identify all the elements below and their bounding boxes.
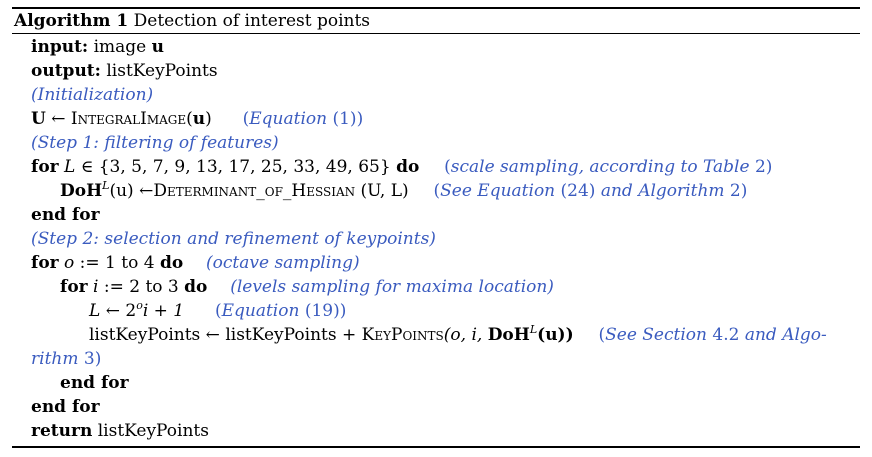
- func-integral-image: IntegralImage: [70, 109, 187, 129]
- line-for-i: for i := 2 to 3 do (levels sampling for …: [60, 275, 554, 299]
- comment-octave-sampling: (octave sampling): [206, 253, 360, 273]
- func-determinant-of-hessian: Determinant_of_Hessian: [153, 181, 356, 201]
- comment-step1: (Step 1: filtering of features): [31, 133, 279, 153]
- line-doh: DoHL(u) ←Determinant_of_Hessian (U, L) (…: [60, 179, 747, 203]
- line-integral-image: U ← IntegralImage(u) (Equation (1)): [31, 109, 364, 129]
- keyword-output: output:: [31, 61, 101, 81]
- var-L: L: [89, 301, 101, 321]
- comment-equation-1: (Equation (1)): [242, 109, 364, 129]
- keyword-for: for: [60, 277, 88, 297]
- var-i: i: [93, 277, 99, 297]
- comment-scale-sampling: (scale sampling, according to Table 2): [444, 157, 773, 177]
- keyword-do: do: [396, 157, 420, 177]
- keypoints-assign: listKeyPoints ← listKeyPoints +: [89, 325, 357, 345]
- line-end-for-2: end for: [60, 371, 129, 395]
- comment-algorithm-3: rithm 3): [31, 349, 102, 369]
- comment-equation-19: (Equation (19)): [214, 301, 347, 321]
- caption-rule: [12, 33, 860, 34]
- keyword-for: for: [31, 253, 59, 273]
- keyword-end-for: end for: [31, 397, 100, 417]
- algorithm-number: Algorithm 1: [14, 11, 129, 31]
- arg-u: u: [192, 109, 206, 129]
- line-L-assign: L ← 2oi + 1 (Equation (19)): [89, 299, 346, 323]
- comment-see-section-4-2: (See Section 4.2 and Algo-: [598, 325, 827, 345]
- var-DoH: DoH: [60, 181, 103, 201]
- line-for-L: for L ∈ {3, 5, 7, 9, 13, 17, 25, 33, 49,…: [31, 155, 772, 179]
- expr-rest: i + 1: [142, 301, 185, 321]
- top-rule: [12, 7, 860, 9]
- comment-initialization: (Initialization): [31, 85, 154, 105]
- keyword-end-for: end for: [31, 205, 100, 225]
- comment-see-equation-24: (See Equation (24) and Algorithm 2): [433, 181, 748, 201]
- expr-sup-o: o: [136, 299, 143, 312]
- arrow: ←: [105, 301, 120, 321]
- line-input: input: image u: [31, 35, 164, 59]
- doh-arg: (u): [109, 181, 134, 201]
- keyword-end-for: end for: [60, 373, 129, 393]
- comment-levels-sampling: (levels sampling for maxima location): [230, 277, 554, 297]
- arg-DoH: DoH: [487, 325, 530, 345]
- comment-step2: (Step 2: selection and refinement of key…: [31, 229, 436, 249]
- line-comment-step1: (Step 1: filtering of features): [31, 131, 279, 155]
- input-text: image: [93, 37, 147, 57]
- algorithm-title: Detection of interest points: [133, 11, 371, 31]
- line-end-for-3: end for: [31, 395, 100, 419]
- keypoints-args-close: (u)): [537, 325, 574, 345]
- var-U: U: [31, 109, 46, 129]
- hessian-args: (U, L): [360, 181, 409, 201]
- arrow: ←: [51, 109, 66, 129]
- line-comment-initialization: (Initialization): [31, 83, 153, 107]
- input-var: u: [151, 37, 165, 57]
- return-value: listKeyPoints: [97, 421, 209, 441]
- line-keypoints-update: listKeyPoints ← listKeyPoints + KeyPoint…: [89, 323, 827, 347]
- octave-range: := 1 to 4: [79, 253, 155, 273]
- keyword-for: for: [31, 157, 59, 177]
- keyword-input: input:: [31, 37, 89, 57]
- output-text: listKeyPoints: [106, 61, 218, 81]
- sup-L: L: [102, 179, 110, 192]
- keypoints-args-open: (o, i,: [443, 325, 483, 345]
- line-output: output: listKeyPoints: [31, 59, 218, 83]
- keyword-do: do: [184, 277, 208, 297]
- arrow: ←: [139, 181, 154, 201]
- line-end-for-1: end for: [31, 203, 100, 227]
- scale-set: ∈ {3, 5, 7, 9, 13, 17, 25, 33, 49, 65}: [80, 157, 391, 177]
- bottom-rule: [12, 446, 860, 448]
- line-for-o: for o := 1 to 4 do (octave sampling): [31, 251, 360, 275]
- arg-sup-L: L: [529, 323, 538, 336]
- line-comment-wrap: rithm 3): [31, 347, 101, 371]
- var-o: o: [64, 253, 75, 273]
- var-L: L: [64, 157, 76, 177]
- line-return: return listKeyPoints: [31, 419, 209, 443]
- line-comment-step2: (Step 2: selection and refinement of key…: [31, 227, 436, 251]
- func-keypoints: KeyPoints: [361, 325, 444, 345]
- expr-base: 2: [125, 301, 137, 321]
- level-range: := 2 to 3: [103, 277, 179, 297]
- keyword-do: do: [159, 253, 184, 273]
- keyword-return: return: [31, 421, 93, 441]
- algorithm-caption: Algorithm 1 Detection of interest points: [14, 9, 370, 33]
